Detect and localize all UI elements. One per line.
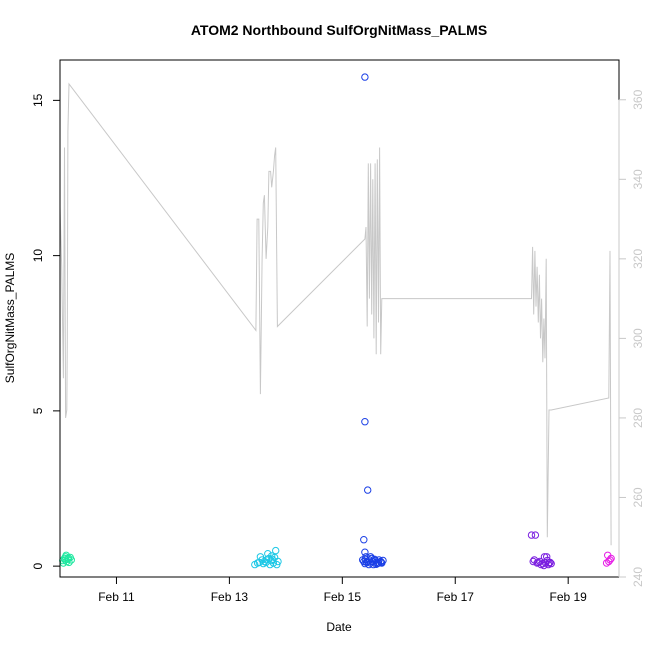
data-point-series-3: [377, 558, 385, 567]
y2-tick-label: 300: [631, 328, 645, 348]
data-point-series-4: [534, 558, 542, 567]
y-tick-label: 15: [31, 93, 45, 107]
y-tick-label: 0: [31, 562, 45, 569]
data-point-series-3: [361, 548, 369, 556]
data-point-series-3: [360, 536, 368, 544]
data-point-series-4: [529, 557, 537, 566]
x-tick-label: Feb 13: [211, 590, 249, 604]
y-tick-label: 10: [31, 249, 45, 263]
y-axis-label: SulfOrgNitMass_PALMS: [3, 253, 17, 383]
x-axis: Feb 11 Feb 13 Feb 15 Feb 17 Feb 19: [98, 576, 588, 604]
y-axis-left: 0 5 10 15: [31, 93, 61, 569]
y2-tick-label: 340: [631, 169, 645, 189]
y-axis-right: 240 260 280 300 320 340 360: [618, 89, 645, 587]
data-point-series-4: [543, 553, 551, 561]
chart-title: ATOM2 Northbound SulfOrgNitMass_PALMS: [191, 22, 487, 38]
secondary-line-layer: [59, 82, 612, 546]
data-point-series-4: [545, 559, 553, 567]
data-point-series-2: [272, 546, 280, 555]
y2-tick-label: 260: [631, 487, 645, 507]
y2-tick-label: 320: [631, 249, 645, 269]
data-point-series-3: [359, 556, 367, 564]
data-point-series-1: [61, 556, 69, 564]
data-point-series-1: [65, 558, 73, 567]
x-axis-label: Date: [326, 620, 352, 634]
scatter-points-layer: [59, 73, 615, 570]
secondary-series-line: [59, 82, 612, 546]
data-point-series-2: [268, 552, 276, 560]
x-tick-label: Feb 15: [324, 590, 362, 604]
data-point-series-3: [361, 559, 369, 568]
data-point-series-3: [374, 559, 383, 567]
data-point-series-3: [364, 486, 372, 494]
x-tick-label: Feb 19: [550, 590, 588, 604]
x-tick-label: Feb 17: [437, 590, 475, 604]
y-tick-label: 5: [31, 407, 45, 414]
data-point-series-4: [527, 531, 536, 539]
data-point-series-2: [274, 557, 282, 566]
data-point-series-3: [361, 555, 370, 563]
y2-tick-label: 360: [631, 89, 645, 109]
data-point-series-3: [361, 73, 369, 81]
y2-tick-label: 240: [631, 567, 645, 587]
data-point-series-3: [361, 418, 369, 426]
data-point-series-2: [263, 556, 271, 564]
y2-tick-label: 280: [631, 408, 645, 428]
data-point-series-3: [370, 555, 379, 563]
data-point-series-3: [362, 558, 371, 567]
data-point-series-5: [602, 559, 611, 567]
data-point-series-4: [531, 531, 540, 539]
data-point-series-2: [269, 559, 278, 567]
x-tick-label: Feb 11: [98, 590, 135, 604]
plot-area-frame: [59, 59, 620, 578]
data-point-series-5: [607, 554, 615, 563]
data-point-series-2: [255, 558, 263, 567]
